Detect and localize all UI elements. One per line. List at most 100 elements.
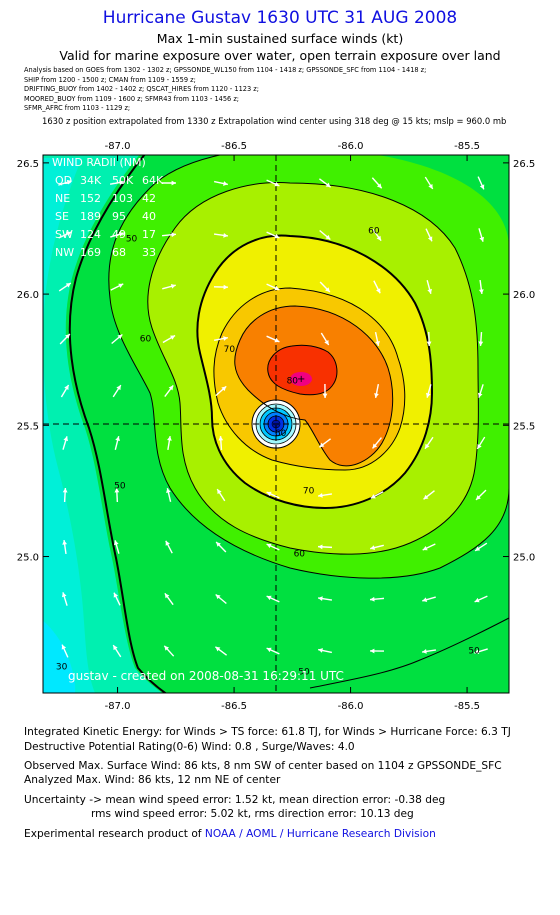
wind-radii-cell: 103 bbox=[112, 192, 133, 205]
y-tick-label-right: 25.5 bbox=[513, 421, 535, 432]
wind-vector-head bbox=[374, 393, 379, 398]
contour-line bbox=[108, 155, 509, 579]
wind-vector-head bbox=[113, 592, 119, 598]
x-tick-label-top: -86.5 bbox=[221, 141, 247, 152]
wind-vector-head bbox=[170, 335, 176, 340]
wind-vector-head bbox=[168, 385, 174, 391]
contour-label: 30 bbox=[56, 662, 68, 672]
wind-vector-head bbox=[370, 494, 376, 499]
wind-vector-head bbox=[425, 392, 431, 398]
wind-radii-cell: 40 bbox=[142, 210, 156, 223]
wind-vector-head bbox=[325, 182, 331, 188]
max-wind-marker: + bbox=[297, 374, 305, 385]
wind-vector-head bbox=[318, 493, 323, 498]
band-below-30kt bbox=[43, 158, 95, 693]
wind-vector-head bbox=[223, 181, 228, 186]
wind-vector-head bbox=[322, 393, 328, 398]
wind-radii-cell: 152 bbox=[80, 192, 101, 205]
wind-vector-head bbox=[422, 649, 427, 654]
wind-radii-cell: SW bbox=[55, 228, 73, 241]
wind-vectors bbox=[58, 176, 488, 658]
wind-vector-head bbox=[422, 545, 428, 551]
wind-vector-head bbox=[372, 443, 378, 449]
wind-vector-head bbox=[216, 541, 221, 547]
wind-vector-head bbox=[370, 596, 375, 602]
wind-vector-head bbox=[66, 231, 72, 237]
wind-radii-title: WIND RADII (NM) bbox=[52, 156, 146, 169]
x-tick-label-top: -87.0 bbox=[105, 141, 131, 152]
wind-vector-head bbox=[318, 648, 323, 653]
wind-vector-head bbox=[164, 645, 170, 651]
hrd-link[interactable]: NOAA / AOML / Hurricane Research Divisio… bbox=[204, 828, 436, 840]
x-tick-label-bottom: -86.0 bbox=[338, 701, 364, 712]
y-tick-label-right: 26.5 bbox=[513, 159, 535, 170]
wind-vector-head bbox=[119, 180, 124, 185]
wind-vector-head bbox=[475, 546, 481, 551]
wind-vector-head bbox=[171, 180, 176, 186]
contour-label: 70 bbox=[224, 345, 236, 355]
wind-vector-head bbox=[118, 231, 124, 237]
band-80kt bbox=[267, 345, 337, 395]
wind-vector-head bbox=[325, 287, 330, 293]
wind-vector-head bbox=[113, 645, 118, 651]
wind-vector-head bbox=[478, 289, 484, 294]
plot-frame bbox=[42, 154, 510, 694]
wind-radii-cell: QD bbox=[55, 174, 72, 187]
wind-vector-head bbox=[117, 334, 123, 340]
contour-label: 70 bbox=[303, 487, 315, 497]
wind-vector-head bbox=[215, 594, 221, 600]
wind-vector-head bbox=[65, 333, 70, 339]
analysis-line: SHIP from 1200 - 1500 z; CMAN from 1109 … bbox=[24, 75, 196, 84]
wind-vector-head bbox=[65, 283, 71, 288]
wind-vector-head bbox=[114, 488, 120, 493]
wind-vector-head bbox=[477, 392, 483, 398]
wind-vector-head bbox=[376, 183, 382, 189]
wind-radii-cell: 124 bbox=[80, 228, 101, 241]
analysis-line: SFMR_AFRC from 1103 - 1129 z; bbox=[24, 104, 131, 113]
wind-vector-head bbox=[164, 593, 170, 599]
wind-vector-head bbox=[423, 494, 429, 500]
y-tick-label-right: 26.0 bbox=[513, 290, 535, 301]
axes: -87.0 -87.0 -86.5 -86.5 -86.0 -86.0 -85.5 -85.5… bbox=[17, 141, 536, 712]
analysis-line: DRIFTING_BUOY from 1402 - 1402 z; QSCAT_… bbox=[24, 85, 259, 94]
contour-label: 60 bbox=[140, 334, 152, 344]
contour-line bbox=[309, 617, 509, 689]
wind-radii-cell: NW bbox=[55, 246, 74, 259]
wind-vector-head bbox=[116, 385, 121, 391]
wind-vector-head bbox=[171, 232, 176, 238]
contour-line bbox=[196, 234, 434, 510]
band-86kt bbox=[290, 372, 312, 386]
wind-vector-head bbox=[266, 647, 272, 653]
wind-vector-head bbox=[274, 337, 280, 343]
wind-radii-cell: 33 bbox=[142, 246, 156, 259]
contour-line bbox=[68, 155, 167, 693]
contour-labels: 50 60 60 70 80 60 70 60 50 50 30 50 bbox=[56, 227, 480, 678]
wind-vector-head bbox=[479, 236, 485, 242]
wind-field: 50 60 60 70 80 60 70 60 50 50 30 50 + WIND RADII (N… bbox=[43, 155, 509, 693]
wind-vector-head bbox=[115, 436, 120, 442]
ike-line: Integrated Kinetic Energy: for Winds > T… bbox=[24, 726, 511, 738]
wind-vector-head bbox=[425, 443, 430, 449]
wind-vector-head bbox=[325, 234, 331, 240]
wind-vector-head bbox=[428, 183, 433, 189]
wind-radii-cell: SE bbox=[55, 210, 69, 223]
wind-vector-head bbox=[318, 544, 323, 550]
wind-radii-cell: 169 bbox=[80, 246, 101, 259]
chart-subtitle: Max 1-min sustained surface winds (kt) bbox=[156, 31, 404, 46]
wind-vector-head bbox=[223, 232, 228, 238]
wind-map: 50 60 60 70 80 60 70 60 50 50 30 50 + WIND RADII (N… bbox=[17, 141, 536, 712]
wind-vector-head bbox=[62, 540, 68, 545]
y-tick-label-left: 25.0 bbox=[17, 553, 39, 564]
wind-vector-head bbox=[426, 341, 432, 346]
wind-radii-cell: 34K bbox=[80, 174, 102, 187]
wind-vector-head bbox=[64, 384, 69, 390]
wind-vector-head bbox=[63, 436, 69, 442]
dpr-line: Destructive Potential Rating(0-6) Wind: … bbox=[24, 741, 355, 753]
y-tick-label-left: 25.5 bbox=[17, 421, 39, 432]
contour-label: 50 bbox=[468, 647, 480, 657]
product-credit: Experimental research product of NOAA / … bbox=[24, 828, 436, 840]
wind-vector-head bbox=[223, 284, 228, 290]
x-tick-label-top: -85.5 bbox=[454, 141, 480, 152]
contour-line bbox=[147, 182, 479, 555]
wind-vector-head bbox=[221, 386, 227, 392]
